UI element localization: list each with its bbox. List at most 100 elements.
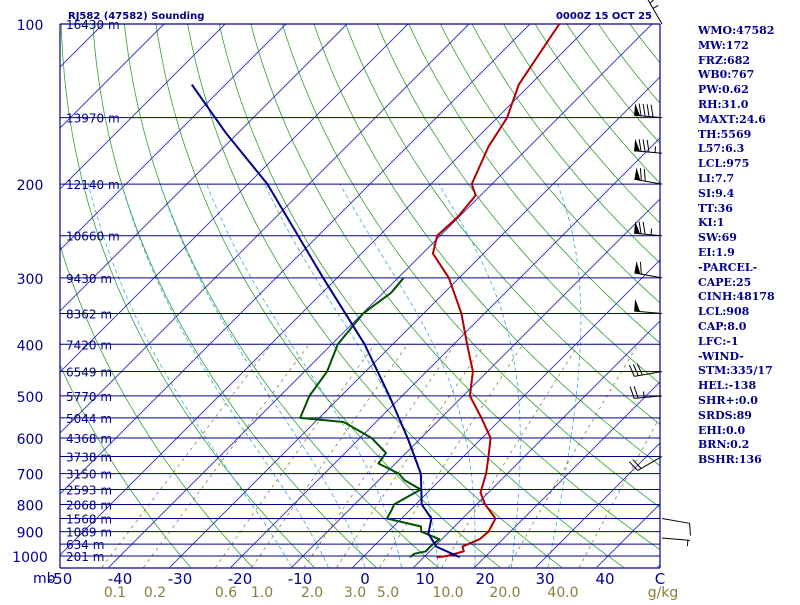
wind-barb-flag: [634, 167, 641, 181]
wind-barb: [634, 261, 663, 279]
mixing-ratio-line: [336, 344, 485, 568]
index-line: LCL:975: [698, 157, 750, 171]
chart-title: RJ582 (47582) Sounding: [68, 11, 204, 22]
dry-adiabat: [60, 243, 253, 568]
height-label: 12140 m: [66, 178, 120, 192]
height-label: 2593 m: [66, 484, 112, 498]
mixing-ratio-tick-label: g/kg: [648, 585, 679, 600]
mixing-ratio-line: [251, 344, 409, 568]
pressure-tick-label: 100: [17, 18, 44, 34]
index-line: SW:69: [698, 231, 737, 245]
index-line: SI:9.4: [698, 186, 735, 200]
height-label: 9430 m: [66, 272, 112, 286]
index-line: WB0:767: [698, 68, 755, 82]
wind-barb: [661, 517, 691, 536]
wind-barb-staff: [634, 371, 663, 377]
wind-barb-feather: [638, 103, 642, 116]
index-line: BRN:0.2: [698, 438, 750, 452]
wind-barb-half-feather: [643, 391, 645, 398]
wind-barb-feather: [636, 363, 643, 376]
mixing-ratio-line: [303, 344, 456, 568]
wind-barb-staff: [661, 537, 690, 541]
wind-barb: [634, 299, 663, 314]
isotherm: [60, 24, 287, 251]
temperature-tick-label: -20: [228, 570, 253, 588]
wind-barb-staff: [634, 272, 663, 279]
temperature-tick-label: 0: [360, 570, 370, 588]
height-label: 16430 m: [66, 18, 120, 32]
index-line: CINH:48178: [698, 290, 775, 304]
mixing-ratio-line: [101, 344, 272, 568]
temperature-tick-label: -40: [108, 570, 133, 588]
dry-adiabat: [124, 24, 439, 568]
wind-barb: [629, 386, 663, 399]
wind-barb-half-feather: [654, 146, 657, 153]
wind-barb-feather: [633, 386, 639, 399]
wind-barb-feather: [632, 364, 639, 376]
wind-barb-feather: [642, 103, 646, 117]
dry-adiabat: [345, 24, 660, 425]
isotherm: [60, 24, 348, 312]
stability-indices-panel: WMO:47582 MW:172 FRZ:682 WB0:767 PW:0.62 RH:3…: [698, 24, 798, 468]
index-line: SRDS:89: [698, 408, 752, 422]
index-line: -PARCEL-: [698, 260, 758, 274]
wind-barb-staff: [634, 395, 663, 399]
mixing-ratio-line: [579, 416, 660, 568]
index-line: HEL:-138: [698, 379, 757, 393]
mixing-ratio-tick-label: 20.0: [489, 585, 520, 600]
pressure-tick-label: 800: [17, 498, 44, 514]
index-line: LFC:-1: [698, 334, 739, 348]
index-line: KI:1: [698, 216, 725, 230]
isotherm: [169, 76, 660, 568]
dry-adiabat: [187, 24, 562, 568]
height-label: 4368 m: [66, 432, 112, 446]
wind-barb-flag: [634, 138, 641, 152]
mixing-ratio-line: [508, 344, 639, 568]
wind-barb: [628, 363, 663, 377]
wind-barb-staff: [637, 456, 663, 471]
wind-barb-feather: [632, 459, 642, 469]
height-label: 1089 m: [66, 526, 112, 540]
temperature-tick-label: -30: [168, 570, 193, 588]
isotherm: [535, 442, 660, 568]
height-label: 3150 m: [66, 468, 112, 482]
index-line: MW:172: [698, 38, 749, 52]
mixing-ratio-tick-label: 1.0: [251, 585, 273, 600]
index-line: MAXT:24.6: [698, 112, 766, 126]
index-line: WMO:47582: [698, 24, 775, 37]
height-label: 6549 m: [66, 366, 112, 380]
mixing-ratio-line: [379, 344, 524, 568]
index-line: STM:335/17: [698, 364, 773, 378]
wind-barb: [634, 138, 663, 154]
wind-barb-feather: [639, 261, 642, 275]
height-label: 634 m: [66, 538, 104, 552]
wind-barb-feather: [649, 0, 655, 4]
isotherm: [352, 259, 660, 568]
dry-adiabat: [376, 24, 660, 385]
wind-barb-staff: [634, 178, 663, 185]
index-line: EI:1.9: [698, 245, 735, 259]
isotherm: [60, 24, 592, 556]
dry-adiabat: [282, 24, 660, 508]
isotherm: [60, 24, 409, 373]
wind-barb-feather: [646, 139, 650, 153]
height-label: 3738 m: [66, 450, 112, 464]
pressure-tick-label: 400: [17, 338, 44, 354]
index-line: FRZ:682: [698, 53, 751, 67]
index-line: EHI:0.0: [698, 423, 746, 437]
wind-barb: [634, 103, 663, 119]
moist-adiabat: [159, 183, 366, 568]
wind-barb: [661, 537, 690, 547]
temperature-trace: [431, 24, 561, 559]
wind-barb-feather: [650, 104, 654, 117]
temperature-tick-label: C: [655, 570, 665, 588]
wind-barb-flag: [634, 299, 641, 312]
wind-barb-feather: [628, 461, 639, 471]
height-label: 201 m: [66, 550, 104, 564]
height-label: 5044 m: [66, 412, 112, 426]
temperature-tick-label: 20: [475, 570, 494, 588]
wind-barb: [634, 167, 663, 185]
height-label: 7420 m: [66, 338, 112, 352]
moist-adiabat: [121, 183, 329, 568]
